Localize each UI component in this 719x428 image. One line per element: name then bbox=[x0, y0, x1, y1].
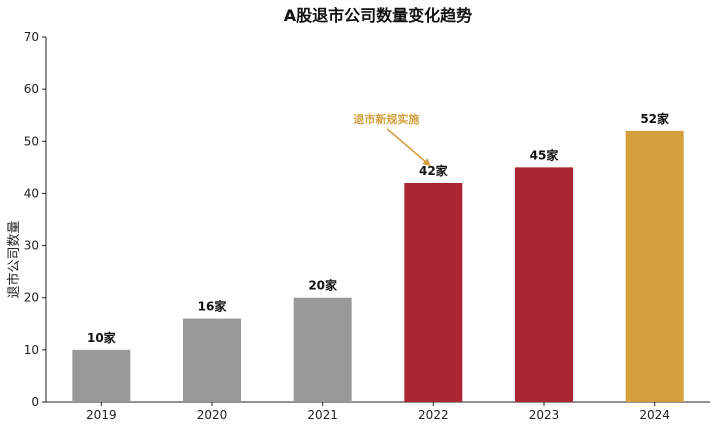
x-tick-label: 2019 bbox=[86, 408, 117, 422]
annotation-arrow bbox=[386, 128, 431, 167]
bar bbox=[625, 130, 684, 402]
x-tick-label: 2023 bbox=[529, 408, 560, 422]
bar bbox=[404, 183, 463, 402]
data-label: 10家 bbox=[87, 330, 117, 345]
data-label: 16家 bbox=[198, 299, 228, 314]
x-tick-label: 2020 bbox=[197, 408, 228, 422]
annotation: 退市新规实施 bbox=[353, 112, 431, 167]
data-labels: 10家 16家 20家 42家 45家 52家 bbox=[87, 111, 670, 345]
y-tick-label: 40 bbox=[24, 186, 39, 200]
y-tick-label: 50 bbox=[24, 134, 39, 148]
data-label: 52家 bbox=[640, 111, 670, 126]
bar bbox=[183, 318, 241, 402]
bar bbox=[72, 349, 131, 402]
y-tick-label: 60 bbox=[24, 82, 39, 96]
y-tick-label: 30 bbox=[24, 239, 39, 253]
bar bbox=[515, 167, 573, 402]
data-label: 45家 bbox=[530, 147, 560, 162]
bars bbox=[72, 130, 684, 402]
data-label: 20家 bbox=[308, 278, 338, 293]
x-tick-label: 2021 bbox=[307, 408, 338, 422]
y-axis-label: 退市公司数量 bbox=[6, 220, 22, 298]
y-tick-label: 20 bbox=[24, 291, 39, 305]
bar bbox=[293, 297, 352, 402]
x-tick-label: 2024 bbox=[639, 408, 670, 422]
annotation-label: 退市新规实施 bbox=[353, 112, 419, 126]
chart-title: A股退市公司数量变化趋势 bbox=[284, 6, 472, 25]
x-tick-label: 2022 bbox=[418, 408, 449, 422]
axes: 0 10 20 30 40 50 60 70 退市公司数量 2019 2020 2021 2022 202… bbox=[6, 30, 710, 422]
y-tick-label: 0 bbox=[31, 395, 39, 409]
data-label: 42家 bbox=[419, 163, 449, 178]
y-tick-label: 70 bbox=[24, 30, 39, 44]
y-tick-label: 10 bbox=[24, 343, 39, 357]
